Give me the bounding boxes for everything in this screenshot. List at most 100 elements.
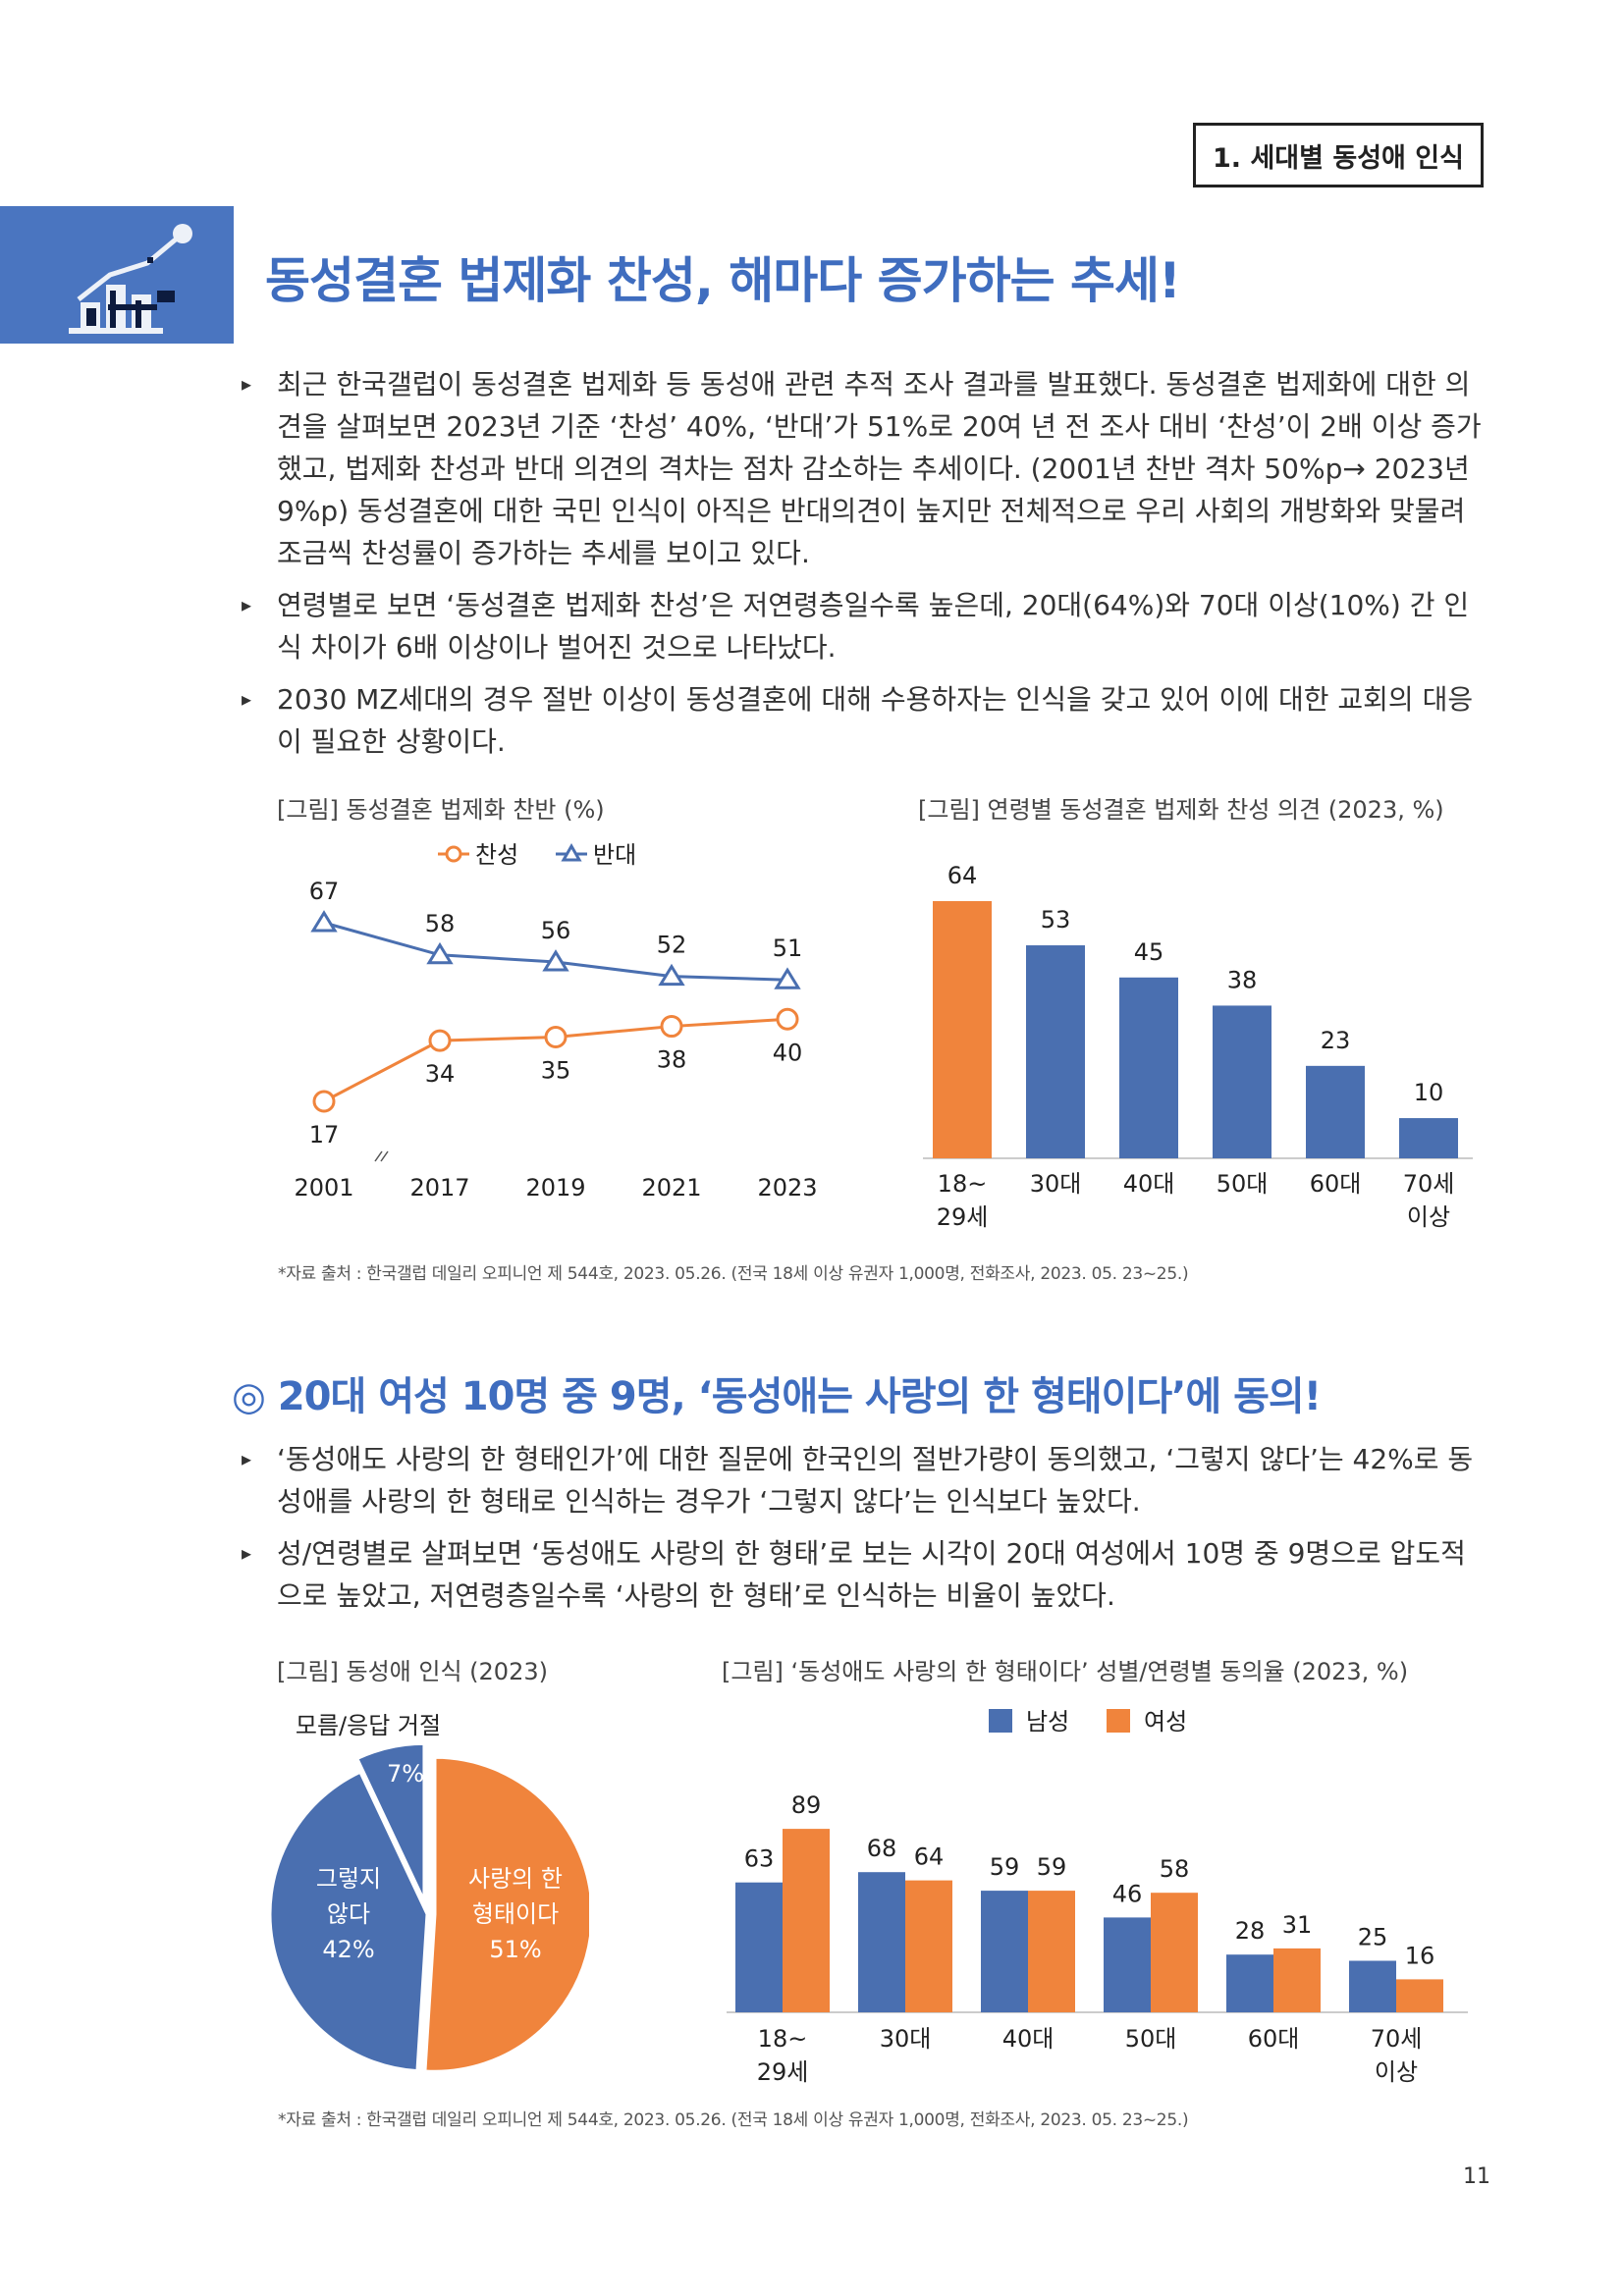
bar-value-label: 59 [1037,1853,1067,1881]
gender-age-bar-plot: 63 89 18~ 29세 68 64 30대 59 59 40대 46 58 50대 28 31 60대 25… [727,1791,1468,2086]
bar-value-label: 64 [947,862,978,889]
x-tick-label: 2001 [294,1174,353,1201]
bar-male [1349,1960,1396,2012]
data-label-chanseong: 40 [773,1039,803,1066]
age-bar-chart-plot: 64 18~ 29세 53 30대 45 40대 38 50대 23 60대 10 70세 이상 [923,862,1473,1231]
x-tick-label: 2019 [525,1174,585,1201]
section1-bullet-1: 최근 한국갤럽이 동성결혼 법제화 등 동성애 관련 추적 조사 결과를 발표했… [236,363,1485,574]
bar-value-label: 31 [1282,1911,1313,1939]
x-tick-label: 70세 이상 [1371,2025,1423,2086]
line-chart-plot: 2001 2017 2019 2021 2023 17 34 35 38 40 67 58 56 52 51 [294,878,817,1201]
axis-break-mark-2 [380,1150,389,1162]
gender-age-bar-chart: 남성 여성 63 89 18~ 29세 68 64 30대 59 59 40대 46 58 50대 28 31… [727,1708,1468,2086]
axis-break-mark-1 [374,1150,383,1162]
data-label-chanseong: 17 [309,1121,340,1148]
bar-value-label: 63 [744,1845,775,1873]
pie-slice [354,1741,426,1901]
pie-outside-label: 모름/응답 거절 [296,1712,441,1739]
legend-label-1: 여성 [1144,1708,1187,1735]
data-label-bandae: 52 [657,932,687,959]
pie-slice-label: 그렇지 않다 42% [316,1865,381,1963]
point-chanseong [660,1015,683,1039]
bar [1213,1005,1271,1158]
bar-male [1226,1954,1273,2012]
section2-source: *자료 출처 : 한국갤럽 데일리 오피니언 제 544호, 2023. 05.… [278,2110,1189,2130]
x-tick-label: 2021 [641,1174,701,1201]
chart2-caption: [그림] 연령별 동성결혼 법제화 찬성 의견 (2023, %) [918,796,1444,824]
data-label-bandae: 51 [773,934,803,962]
bar-male [981,1891,1028,2012]
point-bandae [426,941,454,965]
chart1-caption: [그림] 동성결혼 법제화 찬반 (%) [277,796,605,824]
bar-male [735,1882,783,2012]
bar-value-label: 59 [990,1853,1020,1881]
pie-chart-plot: 사랑의 한 형태이다 51% 그렇지 않다 42% 7% 모름/응답 거절 [268,1712,589,2073]
x-tick-label: 60대 [1310,1170,1362,1198]
section-header-title: 1. 세대별 동성애 인식 [1213,142,1464,174]
bar-value-label: 64 [914,1843,945,1871]
title-banner [0,206,234,344]
point-bandae [310,910,338,933]
line-chart-legend: 찬성 반대 [438,841,636,869]
bar-value-label: 16 [1405,1942,1435,1969]
point-bandae [542,949,569,972]
bar [1026,945,1085,1158]
gender-age-bar-legend: 남성 여성 [989,1708,1187,1735]
legend-marker-1 [561,842,582,862]
section1-source: *자료 출처 : 한국갤럽 데일리 오피니언 제 544호, 2023. 05.… [278,1264,1189,1284]
x-tick-label: 50대 [1125,2025,1177,2053]
bar [933,901,992,1158]
bar [1119,977,1178,1158]
bar-value-label: 58 [1160,1855,1190,1883]
x-tick-label: 70세 이상 [1403,1170,1455,1231]
x-tick-label: 50대 [1217,1170,1269,1198]
data-label-bandae: 56 [541,917,571,944]
point-bandae [658,963,685,987]
bar-female [1028,1891,1075,2012]
bar-value-label: 46 [1112,1880,1143,1907]
chart4-caption: [그림] ‘동성애도 사랑의 한 형태이다’ 성별/연령별 동의율 (2023,… [722,1658,1409,1685]
pie-slice-label: 7% [387,1760,424,1788]
bar-female [905,1880,952,2012]
point-chanseong [544,1025,568,1048]
section1-title: 동성결혼 법제화 찬성, 해마다 증가하는 추세! [265,252,1181,309]
x-tick-label: 60대 [1248,2025,1300,2053]
section2-title: ◎ 20대 여성 10명 중 9명, ‘동성애는 사랑의 한 형태이다’에 동의… [232,1374,1322,1419]
bar-value-label: 23 [1321,1027,1351,1054]
legend-label-0: 남성 [1026,1708,1069,1735]
legend-label-1: 반대 [593,841,636,869]
pie-slice-label: 사랑의 한 형태이다 51% [468,1865,563,1963]
section2-bullets: ‘동성애도 사랑의 한 형태인가’에 대한 질문에 한국인의 절반가량이 동의했… [236,1438,1485,1627]
x-tick-label: 18~ 29세 [757,2025,809,2086]
data-label-chanseong: 38 [657,1046,687,1074]
point-chanseong [312,1090,336,1113]
x-tick-label: 30대 [880,2025,932,2053]
bar-male [1104,1917,1151,2012]
age-bar-chart: 64 18~ 29세 53 30대 45 40대 38 50대 23 60대 10 70세 이상 [923,862,1473,1231]
pie-chart: 사랑의 한 형태이다 51% 그렇지 않다 42% 7% 모름/응답 거절 [268,1712,589,2073]
section2-bullet-2: 성/연령별로 살펴보면 ‘동성애도 사랑의 한 형태’로 보는 시각이 20대 … [236,1532,1485,1617]
x-tick-label: 2023 [757,1174,817,1201]
x-tick-label: 2017 [409,1174,469,1201]
pie-slice [423,1755,589,2073]
line-chart: 찬성 반대 2001 2017 2019 2021 2023 17 34 35 38 40 67 58 5… [294,841,817,1201]
bar-value-label: 28 [1235,1917,1266,1945]
x-tick-label: 40대 [1002,2025,1055,2053]
bar-female [1151,1893,1198,2012]
bar-value-label: 10 [1414,1079,1444,1106]
bar-value-label: 89 [791,1791,822,1819]
data-label-bandae: 67 [309,878,340,905]
section1-bullet-3: 2030 MZ세대의 경우 절반 이상이 동성결혼에 대해 수용하자는 인식을 … [236,678,1485,763]
bar-value-label: 38 [1227,966,1258,993]
pie-slice [268,1770,429,2073]
bar-male [858,1872,905,2012]
legend-swatch-1 [1107,1709,1130,1733]
bar [1399,1118,1458,1158]
legend-swatch-0 [989,1709,1012,1733]
chart3-caption: [그림] 동성애 인식 (2023) [277,1658,548,1685]
bar-value-label: 53 [1041,906,1071,934]
bar-value-label: 25 [1358,1924,1388,1951]
point-chanseong [428,1029,452,1052]
point-bandae [774,967,801,989]
bar [1306,1065,1365,1158]
